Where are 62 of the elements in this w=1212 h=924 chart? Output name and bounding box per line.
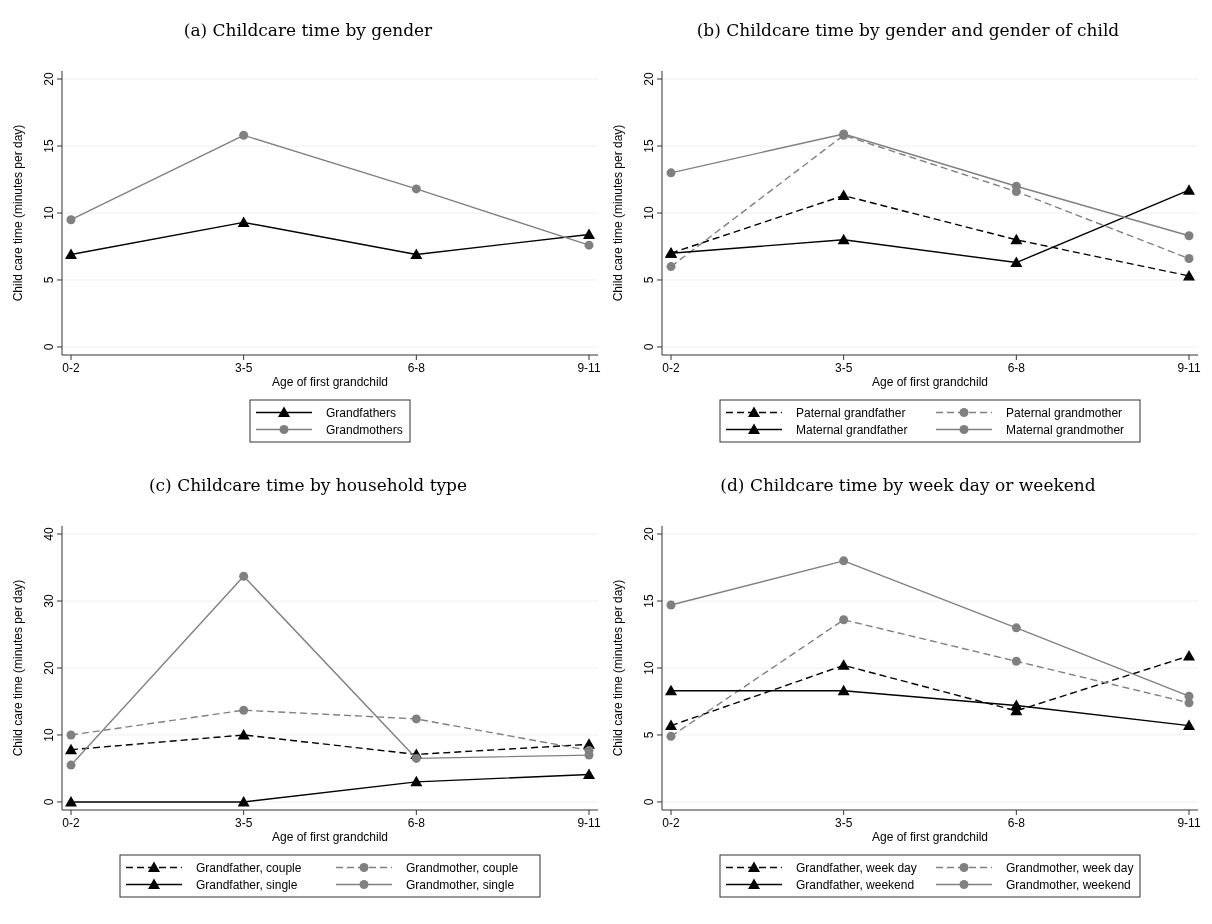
y-axis-title: Child care time (minutes per day) (11, 579, 25, 757)
legend-label: Grandfather, couple (196, 860, 302, 875)
y-tick-label: 30 (42, 594, 56, 608)
y-tick-label: 5 (642, 731, 656, 739)
x-tick-label: 6-8 (1007, 361, 1026, 375)
legend-label: Grandmothers (326, 422, 403, 437)
chart-title: (c) Childcare time by household type (148, 475, 468, 495)
y-tick-label: 15 (42, 139, 56, 153)
legend-label: Paternal grandfather (796, 405, 906, 420)
y-tick-label: 0 (42, 343, 56, 351)
legend-label: Paternal grandmother (1006, 405, 1123, 420)
y-tick-label: 5 (642, 276, 656, 284)
y-tick-label: 20 (642, 72, 656, 86)
x-tick-label: 3-5 (234, 816, 253, 830)
x-axis-title: Age of first grandchild (271, 830, 389, 844)
y-tick-label: 20 (42, 661, 56, 675)
x-tick-label: 0-2 (662, 361, 680, 375)
y-tick-label: 5 (42, 276, 56, 284)
x-tick-label: 3-5 (234, 361, 253, 375)
legend-label: Grandmother, weekend (1006, 877, 1131, 892)
legend-label: Grandfathers (326, 405, 397, 420)
legend-label: Grandfather, single (196, 877, 298, 892)
x-axis-title: Age of first grandchild (871, 830, 989, 844)
y-tick-label: 10 (642, 206, 656, 220)
x-axis-title: Age of first grandchild (271, 375, 389, 389)
y-tick-label: 10 (642, 661, 656, 675)
y-tick-label: 0 (642, 343, 656, 351)
y-tick-label: 10 (42, 206, 56, 220)
y-tick-label: 15 (642, 594, 656, 608)
chart-title: (d) Childcare time by week day or weekend (720, 475, 1096, 495)
y-tick-label: 20 (42, 72, 56, 86)
x-tick-label: 9-11 (1177, 361, 1201, 375)
x-tick-label: 3-5 (834, 361, 853, 375)
x-tick-label: 0-2 (62, 361, 80, 375)
legend-label: Grandmother, couple (406, 860, 519, 875)
x-tick-label: 9-11 (1177, 816, 1201, 830)
y-axis-title: Child care time (minutes per day) (611, 124, 625, 302)
x-axis-title: Age of first grandchild (871, 375, 989, 389)
legend-label: Maternal grandmother (1006, 422, 1125, 437)
x-tick-label: 9-11 (577, 816, 601, 830)
x-tick-label: 0-2 (62, 816, 80, 830)
x-tick-label: 6-8 (407, 816, 426, 830)
x-tick-label: 6-8 (1007, 816, 1026, 830)
legend-label: Grandmother, single (406, 877, 515, 892)
chart-title: (a) Childcare time by gender (183, 20, 434, 40)
x-tick-label: 3-5 (834, 816, 853, 830)
legend-label: Grandfather, week day (796, 860, 917, 875)
legend-label: Grandmother, week day (1006, 860, 1134, 875)
y-tick-label: 10 (42, 727, 56, 742)
y-axis-title: Child care time (minutes per day) (11, 124, 25, 302)
chart-title: (b) Childcare time by gender and gender of child (696, 20, 1120, 40)
y-tick-label: 20 (642, 527, 656, 541)
legend-label: Grandfather, weekend (796, 877, 915, 892)
x-tick-label: 0-2 (662, 816, 680, 830)
y-tick-label: 0 (642, 798, 656, 806)
x-tick-label: 9-11 (577, 361, 601, 375)
y-tick-label: 15 (642, 139, 656, 153)
y-tick-label: 40 (42, 527, 56, 541)
x-tick-label: 6-8 (407, 361, 426, 375)
y-tick-label: 0 (42, 798, 56, 806)
y-axis-title: Child care time (minutes per day) (611, 579, 625, 757)
legend-label: Maternal grandfather (796, 422, 908, 437)
